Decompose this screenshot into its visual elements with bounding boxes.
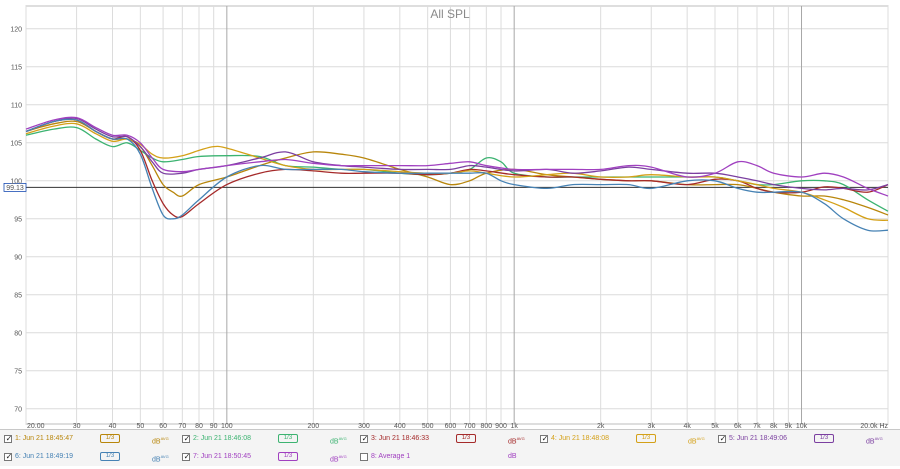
y-tick-label: 95 [14, 216, 22, 223]
x-tick-label: 4k [683, 423, 691, 429]
legend-unit-sup: AVG [516, 436, 525, 441]
series-line [25, 116, 889, 197]
plot-area [25, 5, 889, 425]
x-tick-label: 2k [597, 423, 605, 429]
legend-unit: dBAVG [152, 448, 169, 469]
legend-unit: dB [508, 448, 517, 466]
smoothing-button[interactable]: 1/3 [278, 434, 298, 443]
series-lines [25, 116, 889, 232]
legend-checkbox[interactable] [182, 453, 191, 461]
axis-ticks: 70 75 80 85 90 95 100 105 110 115 120 20.00 30 40 50 60… [10, 26, 888, 429]
reference-line: 99.13 [3, 183, 888, 192]
x-tick-label: 400 [394, 423, 406, 429]
legend-label: 6: Jun 21 18:49:19 [15, 453, 73, 460]
x-tick-label: 600 [445, 423, 457, 429]
y-tick-label: 105 [10, 140, 22, 147]
legend-unit-sup: AVG [338, 436, 347, 441]
reference-line-label: 99.13 [6, 185, 24, 192]
legend-unit: dBAVG [330, 430, 347, 451]
legend-checkbox[interactable] [540, 435, 549, 443]
x-tick-label: 700 [464, 423, 476, 429]
y-tick-label: 80 [14, 330, 22, 337]
x-tick-label: 5k [711, 423, 719, 429]
smoothing-button[interactable]: 1/3 [100, 452, 120, 461]
y-tick-label: 90 [14, 254, 22, 261]
legend-unit: dBAVG [866, 430, 883, 451]
legend-unit-sup: AVG [874, 436, 883, 441]
legend-label: 8: Average 1 [371, 453, 411, 460]
x-tick-label: 3k [648, 423, 656, 429]
x-tick-label: 70 [178, 423, 186, 429]
grid-lines [25, 5, 889, 425]
y-tick-label: 110 [11, 102, 22, 109]
legend-unit-sup: AVG [696, 436, 705, 441]
legend-label: 3: Jun 21 18:46:33 [371, 435, 429, 442]
x-tick-label: 80 [195, 423, 203, 429]
legend-unit-text: dB [330, 438, 339, 446]
x-tick-label: 900 [495, 423, 507, 429]
legend-unit-sup: AVG [160, 454, 169, 459]
legend-checkbox[interactable] [4, 453, 13, 461]
x-tick-label: 20.00 [27, 423, 45, 429]
chart-title: All SPL [430, 7, 470, 21]
legend-label: 7: Jun 21 18:50:45 [193, 453, 251, 460]
legend-unit-text: dB [866, 438, 875, 446]
smoothing-button[interactable]: 1/3 [814, 434, 834, 443]
x-tick-label: 20.0k Hz [860, 423, 888, 429]
y-tick-label: 120 [10, 26, 22, 33]
x-tick-label: 6k [734, 423, 742, 429]
legend-unit-text: dB [508, 453, 517, 460]
x-tick-label: 50 [136, 423, 144, 429]
x-tick-label: 300 [358, 423, 370, 429]
legend-unit: dBAVG [508, 430, 525, 451]
x-tick-label: 9k [785, 423, 793, 429]
smoothing-button[interactable]: 1/3 [100, 434, 120, 443]
x-tick-label: 60 [159, 423, 167, 429]
legend-checkbox[interactable] [360, 435, 369, 443]
legend-unit-text: dB [152, 456, 161, 464]
legend-unit-sup: AVG [160, 436, 169, 441]
legend-unit-text: dB [330, 456, 339, 464]
x-tick-label: 10k [796, 423, 808, 429]
legend-unit: dBAVG [688, 430, 705, 451]
legend-unit: dBAVG [330, 448, 347, 469]
y-tick-label: 100 [10, 178, 22, 185]
legend-label: 2: Jun 21 18:46:08 [193, 435, 251, 442]
x-tick-label: 100 [221, 423, 233, 429]
y-tick-label: 75 [14, 368, 22, 375]
legend-panel: 1: Jun 21 18:45:471/3dBAVG2: Jun 21 18:4… [0, 429, 900, 466]
y-tick-label: 70 [14, 406, 22, 413]
x-tick-label: 30 [73, 423, 81, 429]
legend-checkbox[interactable] [182, 435, 191, 443]
x-tick-label: 8k [770, 423, 778, 429]
smoothing-button[interactable]: 1/3 [278, 452, 298, 461]
x-tick-label: 800 [480, 423, 492, 429]
legend-unit-sup: AVG [338, 454, 347, 459]
legend-label: 4: Jun 21 18:48:08 [551, 435, 609, 442]
smoothing-button[interactable]: 1/3 [636, 434, 656, 443]
x-tick-label: 200 [307, 423, 319, 429]
y-tick-label: 115 [11, 64, 22, 71]
x-tick-label: 40 [109, 423, 117, 429]
legend-checkbox[interactable] [4, 435, 13, 443]
legend-checkbox[interactable] [360, 453, 368, 461]
x-tick-label: 500 [422, 423, 434, 429]
series-line [25, 118, 889, 232]
spl-chart: 99.13 70 75 80 85 90 95 100 105 110 115 120 20.00 30… [3, 5, 889, 429]
legend-checkbox[interactable] [718, 435, 727, 443]
series-line [25, 118, 889, 219]
series-line [25, 117, 889, 191]
legend-label: 5: Jun 21 18:49:06 [729, 435, 787, 442]
x-tick-label: 1k [510, 423, 518, 429]
x-tick-label: 90 [210, 423, 218, 429]
legend-unit-text: dB [688, 438, 697, 446]
y-tick-label: 85 [14, 292, 22, 299]
smoothing-button[interactable]: 1/3 [456, 434, 476, 443]
reference-line-box [3, 183, 27, 192]
legend-label: 1: Jun 21 18:45:47 [15, 435, 73, 442]
legend-unit-text: dB [152, 438, 161, 446]
legend-unit: dBAVG [152, 430, 169, 451]
legend-unit-text: dB [508, 438, 517, 446]
x-tick-label: 7k [753, 423, 761, 429]
